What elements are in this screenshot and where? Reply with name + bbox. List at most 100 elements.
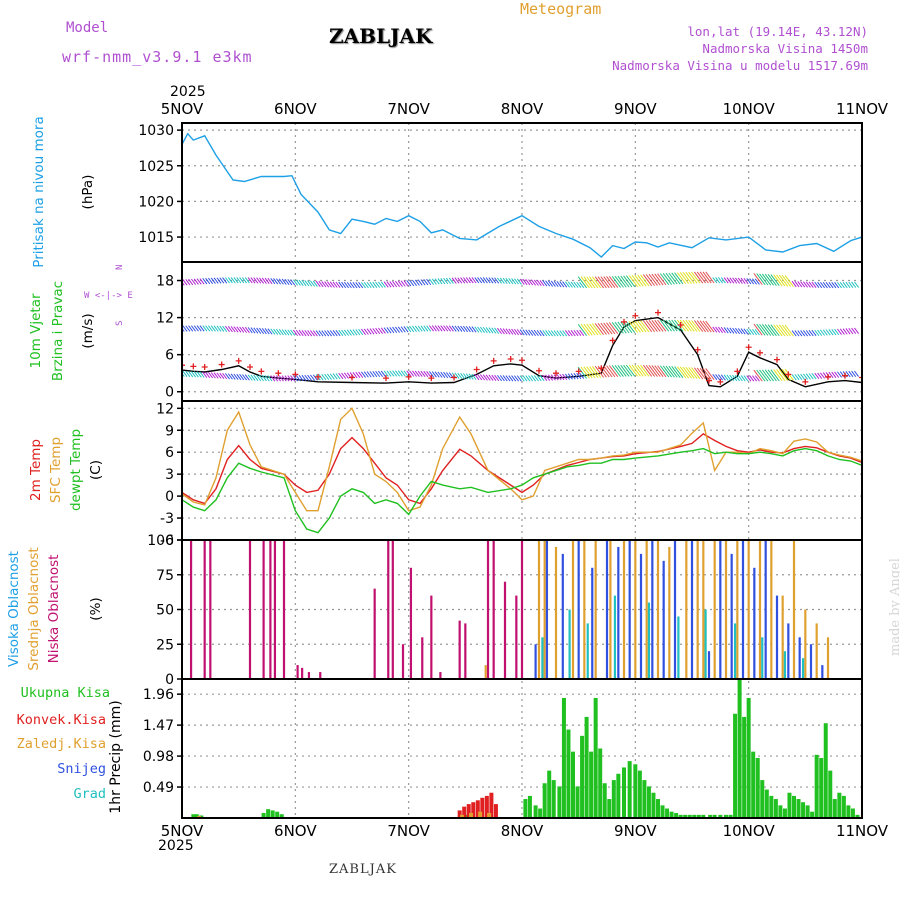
wind-barb — [406, 326, 412, 333]
wind-barb — [295, 279, 301, 286]
wind-barb — [375, 327, 381, 335]
wind-barb — [603, 276, 613, 289]
wind-barb — [437, 325, 443, 332]
wind-barb — [431, 325, 437, 332]
wind-barb — [567, 281, 573, 288]
bar-Oblacnost (cyan) — [761, 637, 764, 679]
wind-barb — [431, 278, 437, 285]
precip-legend-item: Konvek.Kisa — [17, 712, 106, 728]
wind-barb — [820, 281, 825, 289]
wind-barb — [735, 277, 740, 284]
wind-barb — [848, 327, 854, 335]
x-tick-label-top: 8NOV — [501, 100, 544, 118]
wind-barb — [309, 280, 316, 287]
bar-Visoka Oblacnost — [561, 553, 564, 679]
wind-barb — [606, 365, 616, 378]
wind-barb — [625, 321, 636, 333]
wind-barb — [219, 277, 225, 284]
wind-barb — [460, 373, 466, 380]
wind-barb — [811, 281, 817, 288]
wind-barb — [759, 323, 769, 336]
wind-barb — [253, 327, 259, 334]
wind-barb — [258, 374, 265, 382]
wind-barb — [207, 325, 214, 332]
wind-barb — [637, 364, 647, 377]
wind-barb — [842, 328, 848, 335]
wind-barb — [828, 371, 834, 379]
wind-barb — [377, 327, 384, 334]
wind-barb — [352, 282, 358, 289]
wind-barb — [222, 372, 228, 380]
gust-marker — [802, 378, 809, 385]
gust-marker — [598, 365, 605, 372]
bar-Niska Oblacnost — [409, 567, 413, 679]
wind-barb — [705, 368, 715, 380]
bar-Ukupna Kisa — [696, 814, 701, 818]
y-tick-label: 1.47 — [143, 718, 174, 734]
wind-barb — [525, 375, 531, 382]
wind-barb — [508, 328, 514, 335]
panel-wind — [182, 271, 862, 388]
wind-barb — [360, 282, 367, 289]
wind-barb — [682, 366, 692, 379]
wind-barb — [383, 370, 389, 377]
wind-barb — [496, 277, 503, 284]
bar-Ukupna Kisa — [580, 735, 585, 818]
wind-barb — [301, 279, 307, 287]
wind-barb — [309, 330, 316, 337]
bar-Srednja Oblacnost — [645, 540, 648, 679]
wind-barb — [842, 281, 848, 289]
y-tick-label: 6 — [165, 348, 174, 364]
wind-barb — [834, 328, 840, 336]
bar-Konvek.Kisa — [471, 802, 476, 818]
bar-Srednja Oblacnost — [736, 540, 739, 679]
wind-barb — [222, 325, 228, 332]
wind-barb — [579, 281, 585, 289]
wind-barb — [729, 277, 735, 284]
wind-barb — [219, 372, 225, 379]
wind-barb — [414, 325, 420, 332]
wind-barb — [536, 375, 542, 382]
wind-barb — [691, 367, 701, 380]
bar-Niska Oblacnost — [307, 672, 311, 679]
bar-Ukupna Kisa — [199, 815, 204, 818]
wind-barb — [770, 324, 780, 337]
bar-Srednja Oblacnost — [668, 546, 671, 679]
wind-barb — [648, 273, 658, 286]
bar-Visoka Oblacnost — [753, 567, 756, 679]
wind-barb — [494, 327, 500, 334]
wind-barb — [594, 276, 604, 289]
wind-barb — [752, 328, 757, 336]
wind-barb — [746, 375, 752, 382]
wind-barb — [193, 278, 199, 285]
x-tick-label-bottom: 10NOV — [723, 822, 776, 840]
wind-barb — [791, 374, 797, 381]
wind-barb — [414, 370, 420, 377]
wind-barb — [409, 370, 415, 377]
panel-precip — [191, 679, 860, 818]
bar-Ukupna Kisa — [718, 814, 723, 818]
wind-barb — [567, 330, 573, 337]
bar-Zaledj.Kisa — [459, 814, 464, 818]
wind-barb — [222, 277, 228, 284]
wind-barb — [597, 276, 607, 289]
wind-barb — [805, 281, 811, 288]
wind-barb — [332, 373, 338, 380]
wind-barb — [845, 371, 851, 378]
y-tick-label: 100 — [147, 533, 174, 549]
gust-marker — [428, 375, 435, 382]
wind-barb — [196, 325, 202, 332]
wind-barb — [403, 280, 409, 287]
bar-Srednja Oblacnost — [656, 540, 660, 679]
wind-barb — [645, 364, 655, 377]
bar-Oblacnost (cyan) — [733, 623, 737, 679]
wind-barb — [723, 277, 729, 284]
bar-Ukupna Kisa — [837, 792, 842, 818]
wind-barb — [720, 374, 726, 381]
wind-barb — [825, 282, 831, 289]
series-line-2m Temp — [182, 433, 862, 505]
wind-barb — [831, 371, 837, 378]
gust-marker — [315, 373, 321, 380]
wind-barb — [589, 323, 599, 336]
wind-barb — [611, 322, 621, 334]
